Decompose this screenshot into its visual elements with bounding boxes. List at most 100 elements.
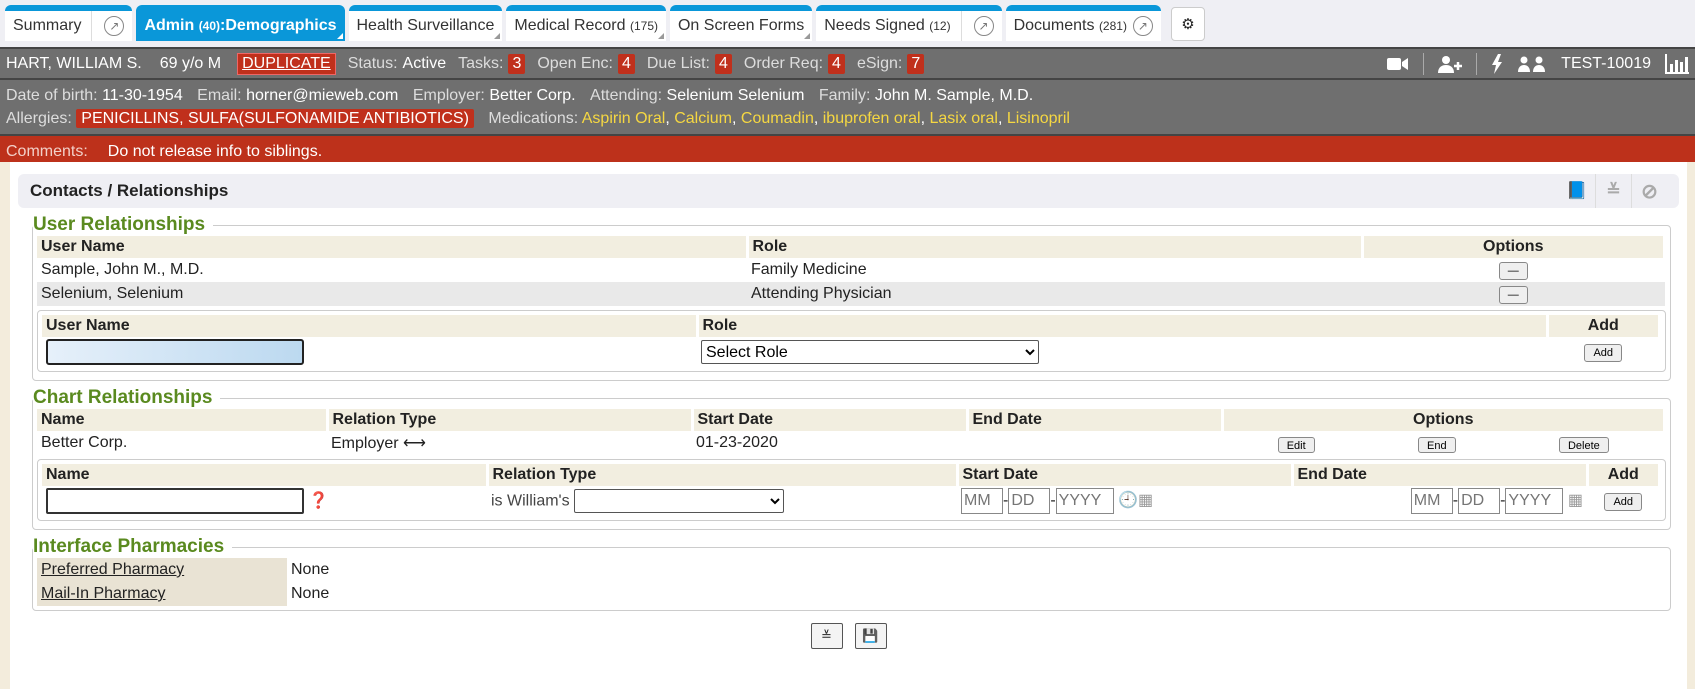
esign-badge[interactable]: 7	[907, 53, 925, 74]
expand-chevrons-icon[interactable]: ≚	[810, 623, 843, 649]
patient-age: 69 y/o M	[159, 54, 222, 72]
column-header: Name	[37, 409, 329, 431]
user-role: Family Medicine	[751, 261, 867, 278]
open-enc-badge[interactable]: 4	[617, 53, 635, 74]
role-select[interactable]: Select Role	[701, 340, 1039, 364]
patient-name: HART, WILLIAM S.	[6, 54, 142, 72]
relation-type-select[interactable]	[574, 489, 785, 513]
esign-label: eSign:	[856, 54, 903, 72]
order-req-badge[interactable]: 4	[828, 53, 845, 74]
panel-header: Contacts / Relationships 📘 ≚ ⊘	[18, 174, 1679, 208]
delete-button[interactable]: Delete	[1558, 437, 1609, 453]
mail-in-pharmacy-link[interactable]: Mail-In Pharmacy	[41, 585, 166, 602]
column-header: Role	[747, 236, 1364, 258]
tab-label: Needs Signed	[824, 17, 925, 34]
edit-button[interactable]: Edit	[1277, 437, 1315, 453]
column-header: Options	[1222, 409, 1666, 431]
clock-icon[interactable]: 🕘	[1118, 492, 1139, 509]
chart-id: TEST-10019	[1561, 54, 1651, 72]
chart-relationships-table: Name Relation Type Start Date End Date Optio…	[37, 409, 1666, 455]
column-header: Add	[1547, 315, 1661, 337]
add-user-button[interactable]: Add	[1584, 343, 1623, 362]
remove-button[interactable]: —	[1498, 261, 1528, 280]
start-year-input[interactable]	[1055, 488, 1114, 514]
due-list-badge[interactable]: 4	[715, 53, 732, 74]
tab-documents[interactable]: Documents (281) ↗	[1005, 5, 1161, 41]
divider	[960, 11, 962, 41]
start-month-input[interactable]	[961, 488, 1003, 514]
external-link-icon[interactable]: ↗	[973, 16, 994, 36]
column-header: Relation Type	[327, 409, 694, 431]
family-value: John M. Sample, M.D.	[874, 87, 1034, 104]
tab-admin[interactable]: Admin (40):Demographics	[136, 5, 345, 41]
calendar-icon[interactable]: ▦	[1567, 492, 1583, 509]
medication-item[interactable]: Coumadin	[740, 110, 814, 127]
main-content: Contacts / Relationships 📘 ≚ ⊘ User Rela…	[10, 162, 1687, 689]
bar-chart-icon[interactable]	[1665, 53, 1689, 74]
tab-summary[interactable]: Summary ↗	[5, 5, 133, 41]
tab-health-surveillance[interactable]: Health Surveillance	[348, 5, 503, 41]
preferred-pharmacy-link[interactable]: Preferred Pharmacy	[41, 561, 185, 578]
table-row: Sample, John M., M.D. Family Medicine —	[37, 258, 1665, 282]
tab-count: (281)	[1098, 19, 1127, 33]
tab-medical-record[interactable]: Medical Record (175)	[506, 5, 666, 41]
status-value: Active	[402, 54, 447, 72]
pharmacy-value: None	[291, 561, 330, 578]
dropdown-corner-icon	[494, 33, 501, 39]
table-row: Selenium, Selenium Attending Physician —	[37, 282, 1665, 306]
lightning-icon[interactable]	[1491, 53, 1503, 74]
external-link-icon[interactable]: ↗	[1132, 16, 1153, 36]
end-day-input[interactable]	[1458, 488, 1501, 514]
column-header: Options	[1362, 236, 1666, 258]
dob-value: 11-30-1954	[102, 87, 183, 104]
collapse-chevrons-icon[interactable]: ≚	[1595, 174, 1631, 208]
user-role: Attending Physician	[747, 282, 1362, 306]
end-button[interactable]: End	[1418, 437, 1456, 453]
status-label: Status:	[347, 54, 398, 72]
video-camera-icon[interactable]	[1387, 56, 1409, 72]
tab-on-screen-forms[interactable]: On Screen Forms	[669, 5, 813, 41]
tab-needs-signed[interactable]: Needs Signed (12) ↗	[816, 5, 1002, 41]
divider	[91, 11, 93, 41]
start-day-input[interactable]	[1008, 488, 1051, 514]
family-label: Family:	[818, 87, 871, 104]
relation-name-input[interactable]	[46, 488, 304, 514]
duplicate-flag[interactable]: DUPLICATE	[237, 52, 336, 75]
dropdown-corner-icon	[657, 33, 664, 39]
save-icon[interactable]: 💾	[854, 623, 887, 649]
book-icon[interactable]: 📘	[1566, 181, 1588, 200]
users-icon[interactable]	[1517, 56, 1547, 72]
help-icon[interactable]: ❓	[308, 492, 329, 510]
column-header: User Name	[42, 315, 699, 337]
divider	[1423, 52, 1425, 75]
interface-pharmacies-section: Interface Pharmacies Preferred Pharmacy N…	[32, 536, 1671, 611]
comments-text: Do not release info to siblings.	[107, 142, 323, 160]
calendar-icon[interactable]: ▦	[1138, 492, 1154, 509]
add-user-icon[interactable]	[1438, 55, 1463, 73]
medication-item[interactable]: Calcium	[674, 110, 733, 127]
user-name-input[interactable]	[46, 339, 304, 365]
tab-count: (175)	[629, 19, 658, 33]
medication-item[interactable]: ibuprofen oral	[822, 110, 921, 127]
column-header: End Date	[1292, 464, 1589, 486]
disable-icon[interactable]: ⊘	[1631, 174, 1667, 208]
medication-item[interactable]: Lasix oral	[929, 110, 998, 127]
add-relation-button[interactable]: Add	[1604, 492, 1643, 511]
end-month-input[interactable]	[1410, 488, 1453, 514]
bidirectional-arrow-icon: ⟷	[403, 435, 426, 452]
remove-button[interactable]: —	[1498, 285, 1528, 304]
relation-type: Employer	[331, 435, 399, 452]
patient-info: Date of birth: 11-30-1954 Email: horner@…	[0, 80, 1695, 136]
medication-item[interactable]: Aspirin Oral	[581, 110, 666, 127]
end-year-input[interactable]	[1505, 488, 1564, 514]
add-user-relationship-form: User Name Role Add Select Role Add	[37, 310, 1666, 372]
open-enc-label: Open Enc:	[537, 54, 613, 72]
settings-gears-icon[interactable]: ⚙	[1170, 7, 1205, 41]
tab-label: Documents	[1013, 17, 1095, 34]
dropdown-corner-icon	[804, 33, 811, 39]
external-link-icon[interactable]: ↗	[104, 16, 125, 36]
patient-bar: HART, WILLIAM S. 69 y/o M DUPLICATE Stat…	[0, 47, 1695, 80]
tab-label: Admin	[144, 17, 195, 34]
medication-item[interactable]: Lisinopril	[1006, 110, 1070, 127]
tasks-badge[interactable]: 3	[508, 53, 526, 74]
